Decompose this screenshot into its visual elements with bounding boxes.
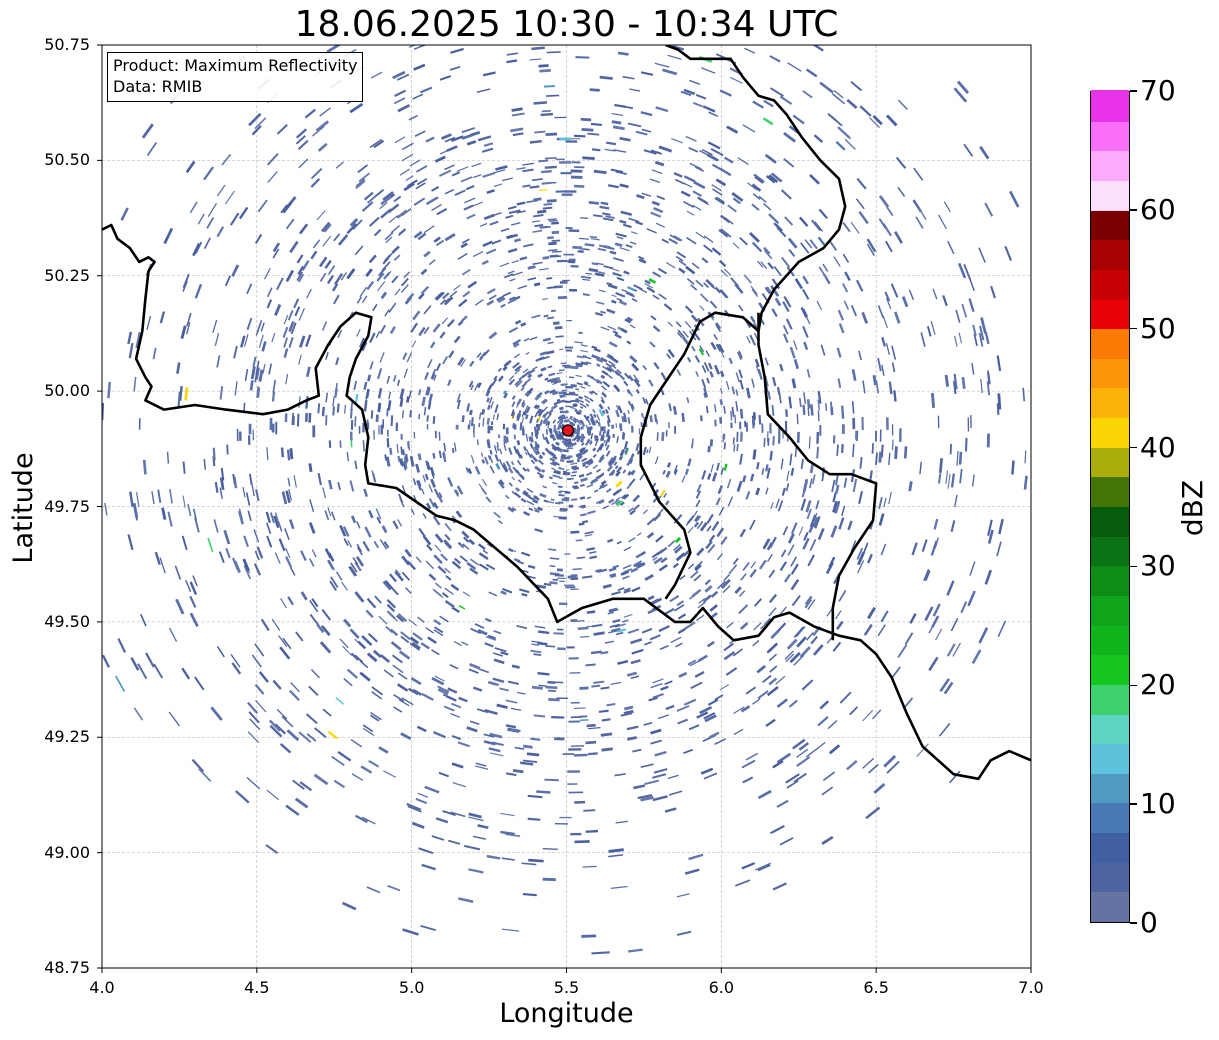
border-line [757, 312, 878, 641]
colorbar-tick-label: 40 [1140, 430, 1176, 464]
border-line [639, 45, 847, 600]
colorbar-segment [1091, 623, 1129, 656]
border-line [102, 223, 1031, 781]
x-tick-label: 6.5 [863, 978, 889, 997]
colorbar-tick-label: 50 [1140, 311, 1176, 345]
colorbar-segment [1091, 683, 1129, 715]
colorbar-tick-label: 0 [1140, 906, 1158, 939]
colorbar-segment [1091, 505, 1129, 537]
colorbar-segment [1091, 120, 1129, 152]
radar-echoes [102, 45, 1028, 955]
colorbar-label: dBZ [1176, 479, 1209, 537]
y-tick-label: 50.75 [44, 35, 90, 54]
colorbar-segment [1091, 861, 1129, 893]
colorbar-tick-mark [1130, 922, 1137, 924]
y-tick-label: 49.50 [44, 611, 90, 631]
colorbar-segment [1091, 831, 1129, 863]
y-tick-label: 48.75 [44, 958, 90, 977]
product-label: Product: Maximum Reflectivity [113, 56, 358, 75]
colorbar-segment [1091, 416, 1129, 448]
y-tick-label: 50.25 [44, 265, 90, 285]
colorbar-segment [1091, 890, 1129, 922]
axis-ticks [97, 44, 1032, 973]
colorbar-tick-mark [1130, 90, 1137, 92]
y-tick-label: 49.00 [44, 842, 90, 862]
colorbar-segment [1091, 742, 1129, 774]
colorbar-segment [1091, 712, 1129, 745]
colorbar-segment [1091, 772, 1129, 804]
colorbar [1090, 90, 1130, 923]
colorbar-tick-mark [1130, 565, 1137, 568]
colorbar-segment [1091, 357, 1129, 389]
y-axis-label: Latitude [8, 452, 39, 564]
colorbar-segment [1091, 238, 1129, 270]
colorbar-segment [1091, 564, 1129, 596]
colorbar-segment [1091, 208, 1129, 241]
product-info-box: Product: Maximum Reflectivity Data: RMIB [107, 52, 364, 102]
y-tick-label: 49.75 [44, 496, 90, 516]
x-tick-label: 7.0 [1018, 978, 1044, 997]
colorbar-tick-mark [1130, 803, 1137, 805]
colorbar-segment [1091, 801, 1129, 834]
y-tick-label: 49.25 [44, 727, 90, 747]
x-axis-label: Longitude [499, 998, 634, 1029]
colorbar-tick-mark [1130, 327, 1137, 330]
colorbar-tick-mark [1130, 684, 1137, 687]
x-tick-label: 4.5 [244, 978, 270, 997]
colorbar-segment [1091, 535, 1129, 567]
colorbar-tick-label: 70 [1140, 74, 1176, 107]
map-title: 18.06.2025 10:30 - 10:34 UTC [294, 4, 839, 45]
colorbar-segment [1091, 179, 1129, 211]
colorbar-tick-label: 20 [1140, 668, 1176, 702]
x-tick-label: 4.0 [89, 978, 115, 997]
colorbar-segment [1091, 327, 1129, 359]
colorbar-segment [1091, 446, 1129, 478]
colorbar-segment [1091, 297, 1129, 330]
x-tick-label: 6.0 [708, 978, 735, 997]
colorbar-tick-label: 10 [1140, 787, 1176, 821]
colorbar-segment [1091, 90, 1129, 122]
colorbar-tick-label: 30 [1140, 549, 1176, 583]
y-tick-label: 50.50 [44, 150, 90, 170]
colorbar-segment [1091, 149, 1129, 181]
colorbar-tick-mark [1130, 209, 1137, 211]
y-tick-label: 50.00 [44, 381, 90, 401]
colorbar-tick-label: 60 [1140, 192, 1176, 226]
colorbar-tick-mark [1130, 446, 1137, 449]
colorbar-segment [1091, 475, 1129, 507]
colorbar-segment [1091, 653, 1129, 685]
colorbar-segment [1091, 268, 1129, 300]
x-tick-label: 5.5 [553, 978, 580, 997]
country-borders [102, 45, 1031, 781]
data-source-label: Data: RMIB [113, 77, 203, 96]
colorbar-segment [1091, 594, 1129, 626]
radar-site-marker [561, 424, 575, 437]
x-tick-label: 5.0 [398, 978, 425, 997]
colorbar-segment [1091, 386, 1129, 419]
